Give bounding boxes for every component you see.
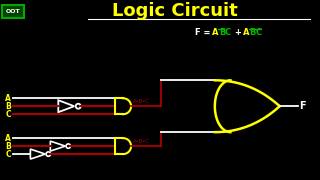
Text: A: A (243, 28, 249, 37)
Text: C: C (5, 150, 11, 159)
Text: A: A (212, 28, 218, 37)
Text: B: B (5, 102, 11, 111)
Text: F =: F = (195, 28, 213, 37)
Text: B: B (250, 28, 256, 37)
Text: B: B (219, 28, 225, 37)
Text: A: A (5, 134, 11, 143)
Text: C: C (5, 110, 11, 119)
Text: Logic Circuit: Logic Circuit (112, 3, 238, 21)
Text: F: F (300, 101, 306, 111)
Text: C: C (256, 28, 262, 37)
Text: C: C (225, 28, 231, 37)
Text: B: B (5, 142, 11, 151)
Text: A•B•C: A•B•C (133, 99, 150, 104)
Text: A•B•C: A•B•C (133, 139, 150, 144)
Text: A: A (5, 94, 11, 103)
Text: +: + (232, 28, 244, 37)
Text: OOT: OOT (6, 9, 21, 14)
FancyBboxPatch shape (3, 4, 24, 19)
